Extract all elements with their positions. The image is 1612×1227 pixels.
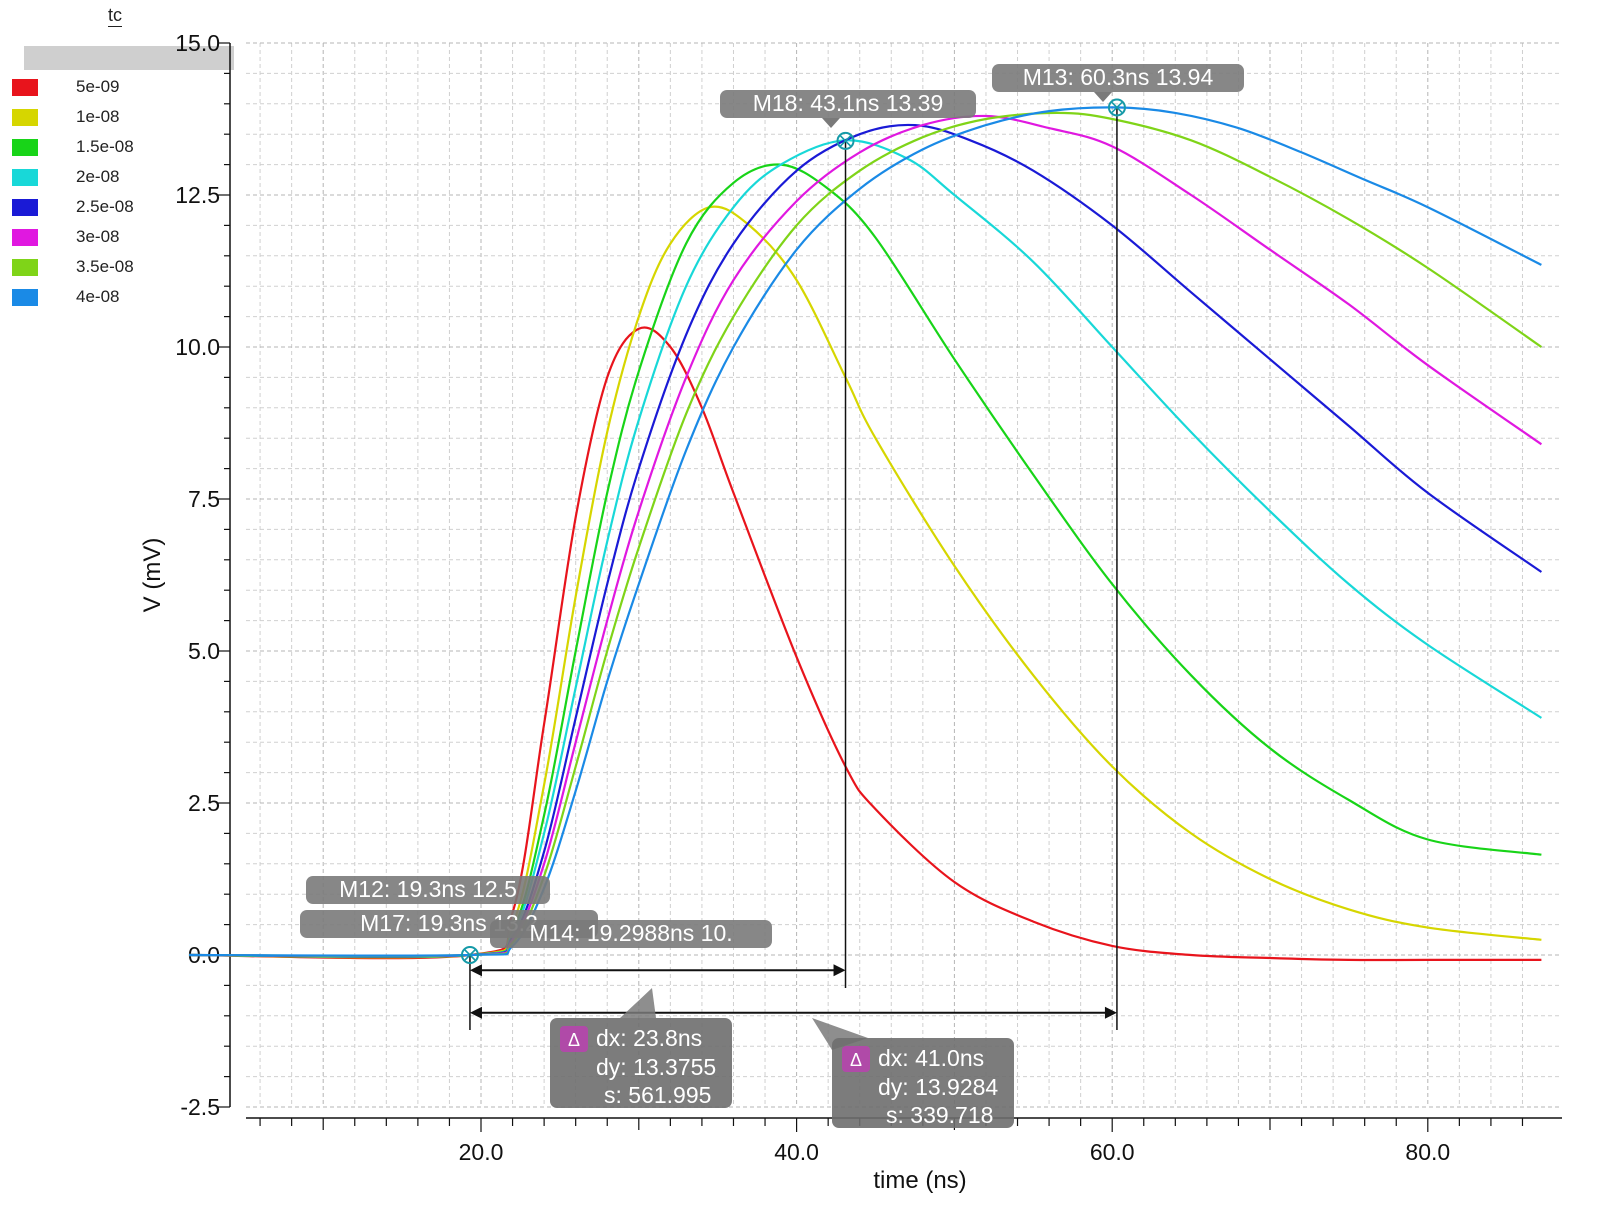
legend-item[interactable]: 1e-08 [12,105,119,129]
legend-item[interactable]: 1.5e-08 [12,135,134,159]
delta-icon-glyph: Δ [850,1050,862,1070]
delta-box-1-pointer [620,988,656,1018]
delta-arrow-head [1104,1006,1117,1019]
legend-label: 2.5e-08 [76,197,134,216]
legend-item[interactable]: 5e-09 [12,75,119,99]
delta-box-1-dx: dx: 23.8ns [596,1025,702,1051]
x-tick-label: 60.0 [1090,1139,1135,1165]
x-axis-label: time (ns) [873,1167,966,1194]
delta-icon-glyph: Δ [568,1030,580,1050]
delta-icon [842,1046,870,1072]
x-tick-label: 40.0 [774,1139,819,1165]
marker-m13-bubble[interactable] [992,64,1244,92]
y-tick-label: 12.5 [175,182,220,208]
legend-swatch [12,198,38,216]
marker-pointer [822,118,840,128]
marker-m12-bubble[interactable] [306,876,550,904]
series-line[interactable] [189,114,1543,958]
legend-swatch [12,258,38,276]
marker-m18-label: M18: 43.1ns 13.39 [753,90,944,116]
legend-swatch [12,78,38,96]
series-line[interactable] [189,111,1543,957]
delta-box-2-slope: s: 339.718 [886,1102,993,1128]
legend-swatch [12,138,38,156]
legend-label: 4e-08 [76,287,120,306]
delta-box-2-box[interactable] [832,1038,1014,1128]
marker-symbol[interactable] [836,131,855,150]
marker-symbol[interactable] [1107,98,1126,117]
series-line[interactable] [189,123,1543,958]
marker-pointer [1094,92,1112,102]
marker-symbol [464,949,476,961]
marker-m18-bubble[interactable] [720,90,976,118]
delta-box-1-slope: s: 561.995 [604,1082,711,1108]
marker-m13-label: M13: 60.3ns 13.94 [1023,64,1214,90]
delta-arrow-head [469,1006,482,1019]
y-axis-label: V (mV) [139,538,166,613]
series-line[interactable] [189,163,1542,958]
delta-box-1-box[interactable] [550,1018,732,1108]
x-tick-label: 80.0 [1405,1139,1450,1165]
series-line[interactable] [189,106,1542,957]
legend-label: 3e-08 [76,227,120,246]
legend-item[interactable]: 2e-08 [12,165,119,189]
legend-swatch [12,108,38,126]
y-tick-label: 2.5 [188,790,220,816]
legend-header-bar[interactable] [24,46,234,70]
delta-box-2-dy: dy: 13.9284 [878,1074,998,1100]
legend-label: 1e-08 [76,107,120,126]
x-tick-label: 20.0 [459,1139,504,1165]
legend-swatch [12,168,38,186]
y-tick-label: 5.0 [188,638,220,664]
series-line[interactable] [189,326,1542,962]
legend-item[interactable]: 3.5e-08 [12,255,134,279]
marker-symbol [1111,101,1123,114]
marker-symbol[interactable] [460,946,479,964]
legend: tc 5e-09 1e-08 1.5e-08 2e-08 2.5e-08 3e-08 3.5… [0,0,240,330]
legend-item[interactable]: 4e-08 [12,285,119,309]
series-line[interactable] [189,139,1542,958]
legend-label: 3.5e-08 [76,257,134,276]
delta-arrow-head [469,964,482,977]
legend-item[interactable]: 3e-08 [12,225,119,249]
delta-arrow-head [833,964,846,977]
legend-item[interactable]: 2.5e-08 [12,195,134,219]
legend-label: 1.5e-08 [76,137,134,156]
marker-m12-label: M12: 19.3ns 12.5 [339,876,517,902]
delta-box-2-dx: dx: 41.0ns [878,1045,984,1071]
legend-swatch [12,228,38,246]
marker-m14-bubble[interactable] [490,920,772,948]
legend-swatch [12,288,38,306]
legend-label: 5e-09 [76,77,120,96]
marker-m14-label: M14: 19.2988ns 10. [529,920,732,946]
y-tick-label: 10.0 [175,334,220,360]
y-tick-label: 7.5 [188,486,220,512]
y-tick-label: -2.5 [180,1094,220,1120]
legend-label: 2e-08 [76,167,120,186]
legend-title: tc [108,5,123,27]
series-line[interactable] [189,205,1542,959]
y-tick-label: 15.0 [175,30,220,56]
marker-symbol [839,135,852,147]
delta-icon [560,1026,588,1052]
delta-box-1-dy: dy: 13.3755 [596,1054,716,1080]
